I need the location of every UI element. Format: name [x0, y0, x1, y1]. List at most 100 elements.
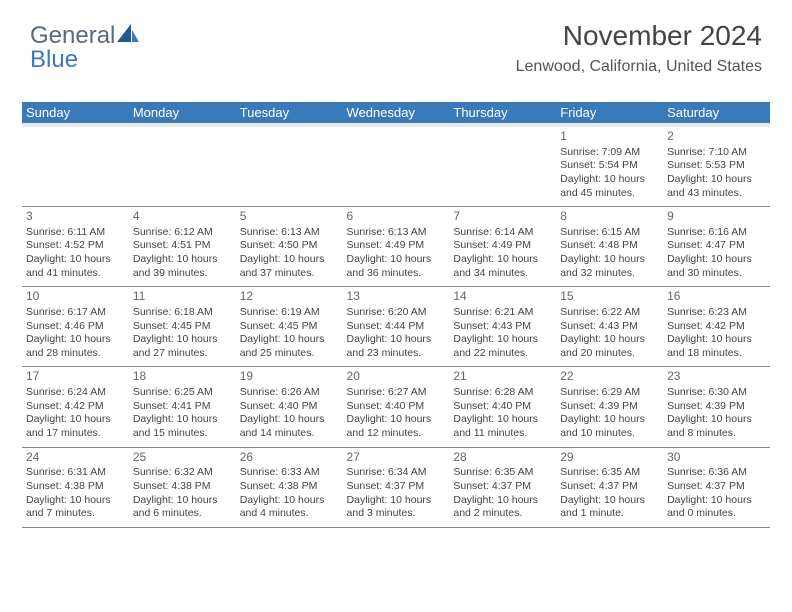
weekday-header: Saturday: [663, 102, 770, 123]
calendar-day-cell: 8Sunrise: 6:15 AMSunset: 4:48 PMDaylight…: [556, 207, 663, 287]
logo-text-2: Blue: [30, 46, 78, 74]
daylight-text: Daylight: 10 hours and 39 minutes.: [133, 253, 232, 280]
sunset-text: Sunset: 4:42 PM: [667, 320, 766, 334]
sunrise-text: Sunrise: 6:21 AM: [453, 306, 552, 320]
daylight-text: Daylight: 10 hours and 14 minutes.: [240, 413, 339, 440]
calendar-day-cell: 28Sunrise: 6:35 AMSunset: 4:37 PMDayligh…: [449, 447, 556, 527]
day-number: 2: [667, 129, 766, 145]
sunrise-text: Sunrise: 6:11 AM: [26, 226, 125, 240]
sunset-text: Sunset: 4:39 PM: [560, 400, 659, 414]
day-number: 1: [560, 129, 659, 145]
sunset-text: Sunset: 4:40 PM: [240, 400, 339, 414]
day-info: Sunrise: 6:27 AMSunset: 4:40 PMDaylight:…: [347, 386, 446, 441]
sunrise-text: Sunrise: 6:23 AM: [667, 306, 766, 320]
day-info: Sunrise: 6:23 AMSunset: 4:42 PMDaylight:…: [667, 306, 766, 361]
daylight-text: Daylight: 10 hours and 7 minutes.: [26, 494, 125, 521]
sunrise-text: Sunrise: 6:17 AM: [26, 306, 125, 320]
sunset-text: Sunset: 4:40 PM: [453, 400, 552, 414]
calendar-day-cell: 17Sunrise: 6:24 AMSunset: 4:42 PMDayligh…: [22, 367, 129, 447]
day-info: Sunrise: 6:12 AMSunset: 4:51 PMDaylight:…: [133, 226, 232, 281]
daylight-text: Daylight: 10 hours and 15 minutes.: [133, 413, 232, 440]
sunrise-text: Sunrise: 6:34 AM: [347, 466, 446, 480]
sunrise-text: Sunrise: 6:31 AM: [26, 466, 125, 480]
sunrise-text: Sunrise: 7:09 AM: [560, 146, 659, 160]
daylight-text: Daylight: 10 hours and 36 minutes.: [347, 253, 446, 280]
day-info: Sunrise: 6:16 AMSunset: 4:47 PMDaylight:…: [667, 226, 766, 281]
daylight-text: Daylight: 10 hours and 34 minutes.: [453, 253, 552, 280]
day-number: 19: [240, 369, 339, 385]
calendar-day-cell: 11Sunrise: 6:18 AMSunset: 4:45 PMDayligh…: [129, 287, 236, 367]
weekday-header: Friday: [556, 102, 663, 123]
daylight-text: Daylight: 10 hours and 18 minutes.: [667, 333, 766, 360]
weekday-header: Wednesday: [343, 102, 450, 123]
calendar-day-cell: 21Sunrise: 6:28 AMSunset: 4:40 PMDayligh…: [449, 367, 556, 447]
daylight-text: Daylight: 10 hours and 8 minutes.: [667, 413, 766, 440]
sunrise-text: Sunrise: 6:30 AM: [667, 386, 766, 400]
day-number: 17: [26, 369, 125, 385]
sunrise-text: Sunrise: 6:25 AM: [133, 386, 232, 400]
calendar-day-cell: 6Sunrise: 6:13 AMSunset: 4:49 PMDaylight…: [343, 207, 450, 287]
sunrise-text: Sunrise: 6:16 AM: [667, 226, 766, 240]
calendar-week-row: 1Sunrise: 7:09 AMSunset: 5:54 PMDaylight…: [22, 127, 770, 207]
calendar-day-cell: 19Sunrise: 6:26 AMSunset: 4:40 PMDayligh…: [236, 367, 343, 447]
sunset-text: Sunset: 4:37 PM: [560, 480, 659, 494]
sunset-text: Sunset: 5:53 PM: [667, 159, 766, 173]
daylight-text: Daylight: 10 hours and 12 minutes.: [347, 413, 446, 440]
calendar-day-cell: 29Sunrise: 6:35 AMSunset: 4:37 PMDayligh…: [556, 447, 663, 527]
calendar-day-cell: 9Sunrise: 6:16 AMSunset: 4:47 PMDaylight…: [663, 207, 770, 287]
weekday-header: Thursday: [449, 102, 556, 123]
calendar-day-cell: 10Sunrise: 6:17 AMSunset: 4:46 PMDayligh…: [22, 287, 129, 367]
day-info: Sunrise: 6:30 AMSunset: 4:39 PMDaylight:…: [667, 386, 766, 441]
sunset-text: Sunset: 4:41 PM: [133, 400, 232, 414]
daylight-text: Daylight: 10 hours and 25 minutes.: [240, 333, 339, 360]
calendar-day-cell: 25Sunrise: 6:32 AMSunset: 4:38 PMDayligh…: [129, 447, 236, 527]
sunrise-text: Sunrise: 6:33 AM: [240, 466, 339, 480]
logo-sail-icon: [117, 24, 139, 42]
day-info: Sunrise: 6:26 AMSunset: 4:40 PMDaylight:…: [240, 386, 339, 441]
day-number: 8: [560, 209, 659, 225]
calendar-day-cell: 13Sunrise: 6:20 AMSunset: 4:44 PMDayligh…: [343, 287, 450, 367]
day-info: Sunrise: 6:32 AMSunset: 4:38 PMDaylight:…: [133, 466, 232, 521]
sunrise-text: Sunrise: 6:19 AM: [240, 306, 339, 320]
day-number: 23: [667, 369, 766, 385]
sunset-text: Sunset: 4:42 PM: [26, 400, 125, 414]
day-info: Sunrise: 6:15 AMSunset: 4:48 PMDaylight:…: [560, 226, 659, 281]
calendar-week-row: 10Sunrise: 6:17 AMSunset: 4:46 PMDayligh…: [22, 287, 770, 367]
calendar-day-cell: 23Sunrise: 6:30 AMSunset: 4:39 PMDayligh…: [663, 367, 770, 447]
day-number: 13: [347, 289, 446, 305]
daylight-text: Daylight: 10 hours and 20 minutes.: [560, 333, 659, 360]
daylight-text: Daylight: 10 hours and 22 minutes.: [453, 333, 552, 360]
daylight-text: Daylight: 10 hours and 41 minutes.: [26, 253, 125, 280]
calendar-day-cell: 14Sunrise: 6:21 AMSunset: 4:43 PMDayligh…: [449, 287, 556, 367]
sunrise-text: Sunrise: 6:24 AM: [26, 386, 125, 400]
daylight-text: Daylight: 10 hours and 11 minutes.: [453, 413, 552, 440]
day-number: 10: [26, 289, 125, 305]
sunset-text: Sunset: 4:37 PM: [667, 480, 766, 494]
day-number: 15: [560, 289, 659, 305]
sunrise-text: Sunrise: 6:15 AM: [560, 226, 659, 240]
calendar-day-cell: 7Sunrise: 6:14 AMSunset: 4:49 PMDaylight…: [449, 207, 556, 287]
day-number: 27: [347, 450, 446, 466]
day-number: 22: [560, 369, 659, 385]
day-number: 18: [133, 369, 232, 385]
day-number: 5: [240, 209, 339, 225]
calendar-day-cell: [129, 127, 236, 207]
day-number: 21: [453, 369, 552, 385]
calendar-day-cell: 16Sunrise: 6:23 AMSunset: 4:42 PMDayligh…: [663, 287, 770, 367]
calendar-day-cell: 27Sunrise: 6:34 AMSunset: 4:37 PMDayligh…: [343, 447, 450, 527]
calendar-week-row: 3Sunrise: 6:11 AMSunset: 4:52 PMDaylight…: [22, 207, 770, 287]
day-info: Sunrise: 6:17 AMSunset: 4:46 PMDaylight:…: [26, 306, 125, 361]
day-info: Sunrise: 6:35 AMSunset: 4:37 PMDaylight:…: [453, 466, 552, 521]
day-number: 29: [560, 450, 659, 466]
day-info: Sunrise: 6:20 AMSunset: 4:44 PMDaylight:…: [347, 306, 446, 361]
calendar-day-cell: 22Sunrise: 6:29 AMSunset: 4:39 PMDayligh…: [556, 367, 663, 447]
sunset-text: Sunset: 4:43 PM: [560, 320, 659, 334]
weekday-header: Tuesday: [236, 102, 343, 123]
sunset-text: Sunset: 4:38 PM: [26, 480, 125, 494]
day-number: 7: [453, 209, 552, 225]
day-info: Sunrise: 6:29 AMSunset: 4:39 PMDaylight:…: [560, 386, 659, 441]
sunset-text: Sunset: 4:37 PM: [347, 480, 446, 494]
sunset-text: Sunset: 4:49 PM: [453, 239, 552, 253]
daylight-text: Daylight: 10 hours and 2 minutes.: [453, 494, 552, 521]
sunset-text: Sunset: 4:38 PM: [240, 480, 339, 494]
